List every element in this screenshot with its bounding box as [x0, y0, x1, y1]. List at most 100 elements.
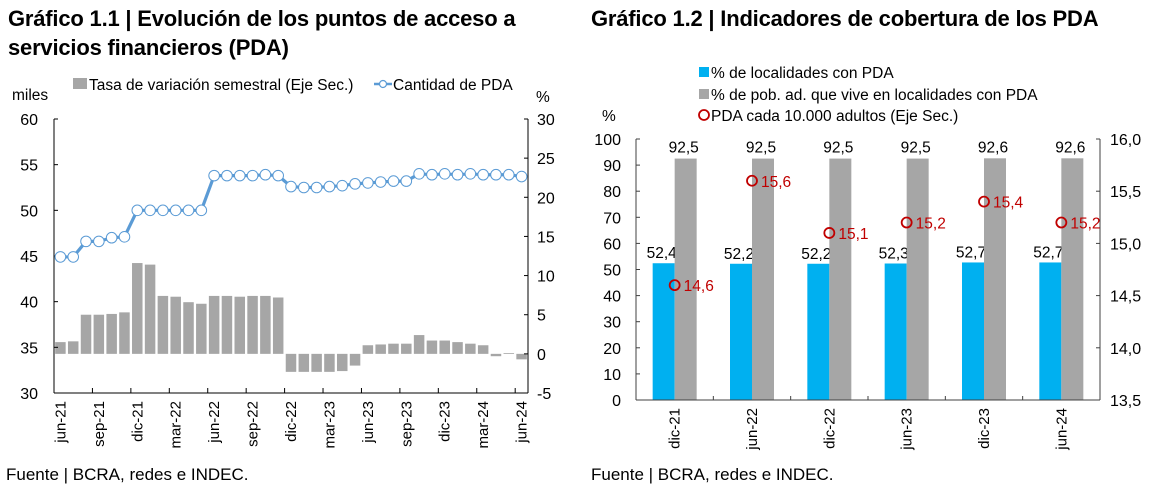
y2-tick-label: 15,5: [1110, 184, 1141, 201]
point-cantidad-pda: [208, 169, 220, 182]
x-tick-label: jun-22: [744, 408, 761, 451]
point-cantidad-pda: [438, 168, 451, 180]
y2-tick-label: 10: [537, 269, 555, 286]
point-cantidad-pda: [246, 169, 259, 182]
x-tick-label: sep-21: [91, 401, 108, 447]
data-label-localidades: 52,4: [647, 245, 678, 262]
y2-tick-label: 15,0: [1110, 236, 1141, 253]
bar-tasa-variacion: [247, 295, 258, 354]
bar-tasa-variacion: [67, 341, 79, 354]
bar-tasa-variacion: [132, 263, 143, 354]
data-label-localidades: 52,7: [1033, 244, 1063, 261]
y-tick-label: 30: [603, 315, 621, 332]
bar-tasa-variacion: [362, 345, 374, 354]
y2-tick-label: 0: [537, 347, 546, 364]
point-cantidad-pda: [67, 251, 80, 263]
x-tick-label: jun-23: [899, 408, 916, 451]
data-label-pda-adultos: 15,2: [1070, 216, 1100, 233]
x-tick-label: mar-22: [168, 401, 185, 449]
chart-panel-1: Gráfico 1.1 | Evolución de los puntos de…: [6, 6, 555, 484]
point-cantidad-pda: [118, 231, 131, 243]
y-tick-label: 50: [603, 263, 621, 280]
x-tick-label: jun-22: [206, 401, 223, 444]
bar-tasa-variacion: [119, 312, 130, 354]
bar-localidades: [1039, 262, 1062, 400]
bar-tasa-variacion: [452, 342, 463, 354]
bar-tasa-variacion: [55, 342, 66, 354]
legend-marker-pda-adultos: [698, 109, 710, 121]
point-cantidad-pda: [502, 168, 515, 181]
legend-swatch-tasa-variacion: [73, 78, 87, 89]
legend-label-tasa-variacion: Tasa de variación semestral (Eje Sec.): [89, 77, 353, 94]
bar-series-localidades: 52,4 52,2 52,2 52,3 52,7 52,7: [647, 244, 1063, 400]
bar-tasa-variacion: [196, 303, 207, 354]
y2-tick-label: 14,5: [1110, 289, 1141, 306]
data-label-pda-adultos: 15,2: [916, 216, 946, 233]
point-cantidad-pda: [323, 180, 336, 193]
bar-tasa-variacion: [388, 343, 399, 354]
point-pda-adultos: [668, 279, 681, 292]
bar-tasa-variacion: [477, 345, 489, 354]
bar-tasa-variacion: [208, 295, 220, 354]
chart-2-legend: % de localidades con PDA % de pob. ad. qu…: [698, 65, 1038, 125]
data-label-poblacion: 92,5: [823, 140, 853, 157]
y2-tick-label: 25: [537, 151, 555, 168]
y2-tick-label: 5: [537, 308, 546, 325]
x-tick-label: jun-24: [514, 401, 531, 444]
point-pda-adultos: [978, 195, 990, 208]
legend-label-localidades: % de localidades con PDA: [711, 65, 894, 82]
bar-tasa-variacion: [234, 296, 246, 354]
point-cantidad-pda: [310, 181, 323, 194]
point-cantidad-pda: [464, 168, 477, 180]
data-label-poblacion: 92,6: [1055, 139, 1085, 156]
point-cantidad-pda: [131, 204, 144, 217]
bar-tasa-variacion: [465, 343, 476, 354]
y2-tick-label: -5: [537, 386, 551, 403]
bar-poblacion: [906, 158, 929, 400]
x-tick-label: mar-24: [475, 401, 492, 449]
bar-localidades: [730, 263, 752, 400]
point-cantidad-pda: [336, 179, 349, 192]
point-cantidad-pda: [285, 180, 297, 193]
chart-2-title: Gráfico 1.2 | Indicadores de cobertura d…: [591, 6, 1099, 31]
scatter-series-pda-adultos: 14,6 15,6 15,1 15,2 15,4 15,2: [668, 174, 1101, 295]
x-tick-label: sep-22: [245, 401, 262, 447]
x-tick-label: jun-21: [52, 401, 69, 444]
chart-1-source: Fuente | BCRA, redes e INDEC.: [6, 465, 249, 484]
data-label-localidades: 52,3: [879, 245, 909, 262]
point-cantidad-pda: [477, 168, 489, 181]
bar-tasa-variacion: [144, 264, 156, 354]
bar-tasa-variacion: [106, 313, 117, 354]
point-cantidad-pda: [362, 177, 374, 189]
point-cantidad-pda: [93, 235, 105, 248]
bar-tasa-variacion: [336, 353, 348, 372]
point-cantidad-pda: [298, 181, 310, 194]
bar-series-tasa-variacion: [55, 263, 527, 372]
y-tick-label: 40: [603, 289, 621, 306]
point-pda-adultos: [900, 216, 913, 229]
point-cantidad-pda: [169, 204, 182, 217]
x-tick-label: sep-23: [398, 401, 415, 447]
point-cantidad-pda: [490, 168, 502, 181]
bar-tasa-variacion: [170, 296, 181, 354]
x-tick-label: dic-22: [821, 408, 838, 449]
point-cantidad-pda: [387, 175, 400, 187]
y-tick-label: 60: [20, 112, 38, 129]
y-tick-label: 20: [603, 341, 621, 358]
x-tick-label: dic-21: [129, 401, 146, 442]
chart-panel-2: Gráfico 1.2 | Indicadores de cobertura d…: [580, 0, 1159, 493]
bar-tasa-variacion: [375, 344, 386, 354]
point-cantidad-pda: [259, 168, 272, 181]
bar-tasa-variacion: [439, 340, 450, 354]
bar-tasa-variacion: [516, 353, 527, 360]
legend-swatch-localidades: [699, 67, 709, 77]
y-axis-unit-label: %: [602, 108, 616, 125]
point-cantidad-pda: [221, 169, 233, 182]
bar-poblacion: [752, 158, 774, 400]
y-tick-label: 100: [594, 132, 621, 149]
y2-tick-label: 30: [537, 112, 555, 129]
y2-tick-label: 16,0: [1110, 132, 1141, 149]
point-cantidad-pda: [233, 169, 246, 182]
y-tick-label: 70: [603, 210, 621, 227]
point-cantidad-pda: [157, 204, 169, 217]
